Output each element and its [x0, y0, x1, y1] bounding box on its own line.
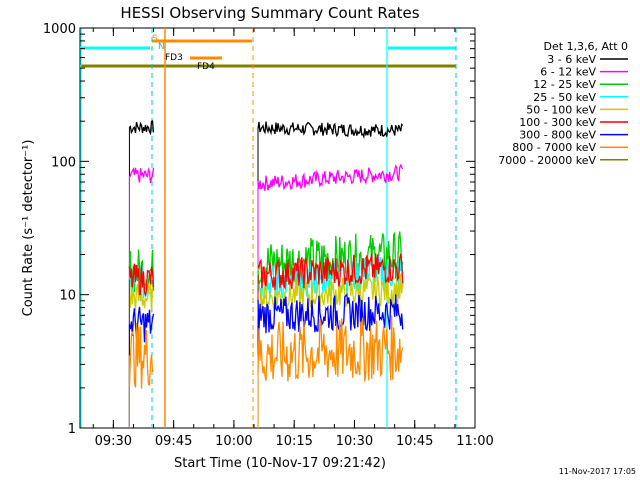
flag-label-s: S: [152, 34, 158, 44]
legend-entry-label: 7000 - 20000 keV: [498, 154, 596, 167]
flag-label-fd4: FD4: [197, 62, 215, 72]
legend-title: Det 1,3,6, Att 0: [544, 40, 628, 53]
chart-title: HESSI Observing Summary Count Rates: [120, 4, 419, 22]
plot-frame: [79, 27, 476, 429]
legend-entry-label: 300 - 800 keV: [519, 129, 596, 142]
x-tick-label: 09:30: [95, 434, 132, 449]
x-tick-label: 11:00: [456, 434, 493, 449]
legend-entry-label: 12 - 25 keV: [533, 78, 596, 91]
x-tick-label: 10:15: [275, 434, 312, 449]
flag-label-fd3: FD3: [165, 53, 183, 63]
series-line-100-300kev: [257, 253, 404, 290]
x-tick-label: 10:45: [396, 434, 433, 449]
series-line-100-300kev: [128, 263, 155, 298]
flag-label-n: N: [158, 42, 165, 52]
series-line-6-12kev: [128, 167, 155, 184]
timestamp: 11-Nov-2017 17:05: [559, 467, 636, 476]
series-line-50-100kev: [257, 273, 404, 314]
legend-entry-label: 100 - 300 keV: [519, 116, 596, 129]
axes-layer: 09:30 09:45 10:00 10:15 10:30 10:45 11:00 1 10 10…: [43, 22, 494, 449]
y-tick-label: 100: [51, 155, 76, 170]
series-line-300-800kev: [257, 293, 404, 334]
series-line-50-100kev: [128, 282, 155, 313]
series-line-800-7000kev: [128, 323, 154, 389]
series-line-300-800kev: [128, 306, 155, 343]
legend-entry-label: 800 - 7000 keV: [512, 141, 596, 154]
x-tick-label: 10:00: [215, 434, 252, 449]
series-line-3-6kev: [128, 120, 155, 136]
legend-entry-label: 50 - 100 keV: [526, 103, 596, 116]
x-axis-label: Start Time (10-Nov-17 09:21:42): [174, 456, 386, 471]
series-line-6-12kev: [257, 163, 404, 191]
legend-entry-label: 3 - 6 keV: [547, 53, 596, 66]
series-layer: [128, 120, 404, 428]
y-axis-label: Count Rate (s⁻¹ detector⁻¹): [21, 140, 36, 317]
y-tick-label: 1: [68, 422, 76, 437]
series-line-3-6kev: [257, 121, 404, 139]
x-tick-label: 10:30: [336, 434, 373, 449]
series-line-800-7000kev: [257, 315, 404, 382]
y-tick-label: 10: [59, 289, 76, 304]
legend-entry-label: 6 - 12 keV: [540, 66, 596, 79]
flag-bars: S N FD3 FD4: [80, 34, 456, 72]
x-tick-label: 09:45: [155, 434, 192, 449]
vertical-markers: [80, 28, 457, 428]
legend-entry-label: 25 - 50 keV: [533, 91, 596, 104]
y-tick-label: 1000: [43, 22, 76, 37]
series-line-12-25kev: [128, 249, 155, 295]
